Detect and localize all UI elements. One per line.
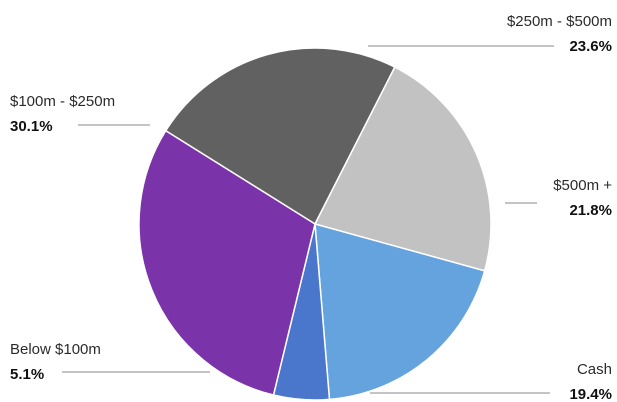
slice-value-250m-500m: 23.6% [569, 38, 612, 55]
pie-slice-100m-250m [138, 129, 316, 396]
slice-value-500m-plus: 21.8% [569, 202, 612, 219]
leader-lines [62, 45, 554, 394]
pie-slice-cash [314, 223, 486, 401]
pie-slices [138, 47, 492, 401]
slice-label-cash: Cash [577, 361, 612, 378]
slice-value-below-100m: 5.1% [10, 366, 44, 383]
slice-label-500m-plus: $500m + [553, 177, 612, 194]
slice-value-cash: 19.4% [569, 386, 612, 402]
pie-slice-250m-500m [164, 47, 396, 225]
pie-slice-500m [314, 66, 492, 272]
slice-label-100m-250m: $100m - $250m [10, 93, 115, 110]
slice-label-below-100m: Below $100m [10, 341, 101, 358]
slice-value-100m-250m: 30.1% [10, 118, 53, 135]
slice-label-250m-500m: $250m - $500m [507, 13, 612, 30]
